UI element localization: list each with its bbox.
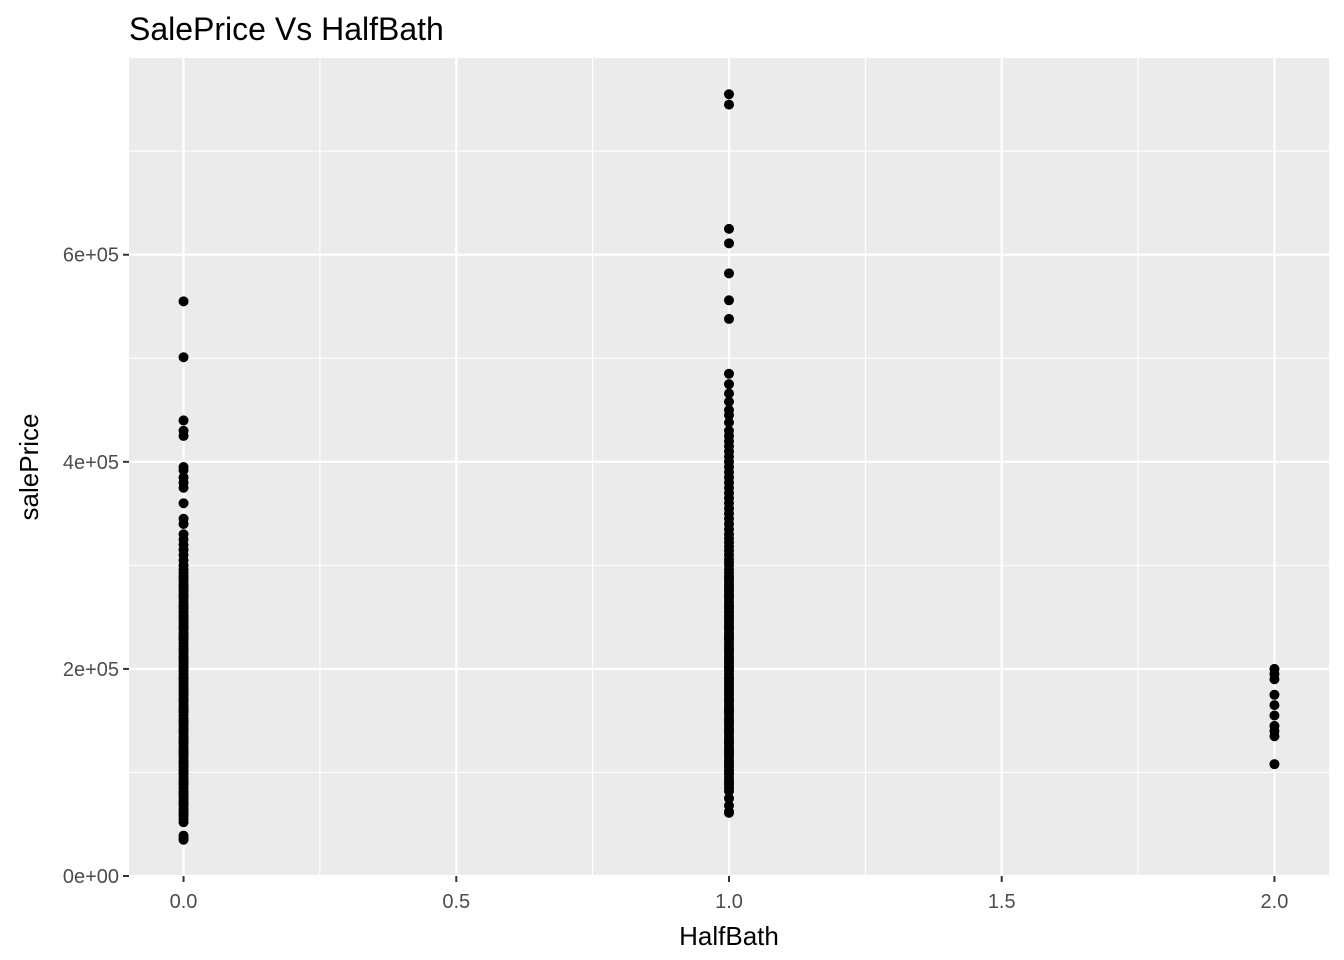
data-point xyxy=(178,830,189,841)
x-tick-label: 0.5 xyxy=(442,891,470,913)
data-point xyxy=(178,498,189,509)
x-axis-title: HalfBath xyxy=(679,921,779,951)
data-point xyxy=(1269,689,1280,700)
x-tick-label: 1.0 xyxy=(715,891,743,913)
data-point xyxy=(724,425,734,436)
data-point xyxy=(724,396,734,407)
data-point xyxy=(178,462,189,472)
data-point xyxy=(724,379,734,390)
data-point xyxy=(178,472,189,483)
data-point xyxy=(178,415,189,426)
x-tick-label: 0.0 xyxy=(170,891,198,913)
data-point xyxy=(178,529,189,540)
y-tick-label: 4e+05 xyxy=(63,452,119,474)
x-axis: 0.0 0.5 1.0 1.5 2.0 xyxy=(170,876,1289,913)
y-axis: 0e+00 2e+05 4e+05 6e+05 xyxy=(63,245,129,888)
data-point xyxy=(724,89,734,100)
data-point xyxy=(178,296,189,307)
data-point xyxy=(1269,710,1280,721)
data-point xyxy=(178,513,189,524)
data-point xyxy=(724,368,734,379)
data-point xyxy=(1269,663,1280,674)
data-points xyxy=(178,89,1280,845)
data-point xyxy=(178,425,189,436)
data-point xyxy=(724,313,734,324)
data-point xyxy=(1269,720,1280,731)
data-point xyxy=(178,352,189,363)
data-point xyxy=(724,223,734,234)
y-tick-label: 0e+00 xyxy=(63,866,119,888)
data-point xyxy=(724,417,734,428)
data-point xyxy=(1269,759,1280,770)
data-point xyxy=(724,793,734,804)
data-point xyxy=(724,238,734,249)
chart-title: SalePrice Vs HalfBath xyxy=(129,11,444,47)
data-point xyxy=(724,388,734,399)
x-tick-label: 1.5 xyxy=(988,891,1016,913)
data-point xyxy=(724,405,734,416)
y-tick-label: 6e+05 xyxy=(63,245,119,267)
y-tick-label: 2e+05 xyxy=(63,659,119,681)
y-axis-title: salePrice xyxy=(14,414,44,521)
data-point xyxy=(724,295,734,306)
data-point xyxy=(724,268,734,279)
data-point xyxy=(724,99,734,110)
data-point xyxy=(1269,700,1280,711)
data-point xyxy=(724,800,734,811)
x-tick-label: 2.0 xyxy=(1261,891,1289,913)
